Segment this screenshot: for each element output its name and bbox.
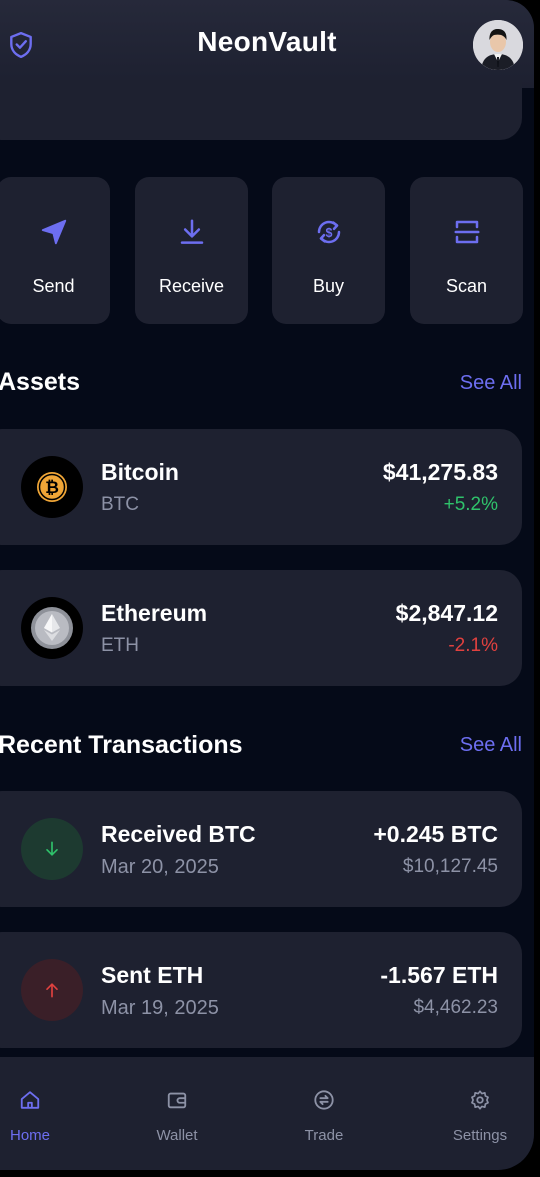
nav-item-settings[interactable]: Settings — [425, 1057, 534, 1170]
send-label: Send — [32, 276, 75, 296]
asset-value: $41,275.83 — [382, 459, 498, 485]
receive-label: Receive — [158, 276, 225, 296]
send-icon — [0, 217, 110, 249]
transaction-usd: $10,127.45 — [402, 856, 498, 877]
asset-name: Ethereum — [101, 600, 208, 626]
nav-label-settings: Settings — [452, 1127, 508, 1144]
transactions-see-all-link[interactable]: See All — [459, 734, 522, 756]
transaction-title: Sent ETH — [101, 962, 204, 988]
nav-label-trade: Trade — [304, 1127, 344, 1144]
app-title: NeonVault — [197, 26, 337, 57]
scan-button[interactable]: Scan — [410, 177, 523, 324]
nav-item-trade[interactable]: Trade — [269, 1057, 379, 1170]
buy-label: Buy — [312, 276, 345, 296]
download-icon — [135, 217, 248, 249]
asset-value: $2,847.12 — [395, 600, 498, 626]
svg-text:$: $ — [325, 226, 332, 240]
asset-change: -2.1% — [448, 635, 498, 656]
assets-heading: Assets — [0, 368, 80, 396]
user-avatar[interactable] — [473, 20, 523, 70]
nav-label-wallet: Wallet — [156, 1127, 198, 1144]
home-icon — [0, 1089, 85, 1115]
assets-see-all-link[interactable]: See All — [459, 372, 522, 394]
transaction-usd: $4,462.23 — [413, 997, 498, 1018]
ethereum-icon — [21, 597, 83, 659]
asset-symbol: BTC — [101, 494, 139, 515]
dollar-cycle-icon: $ — [272, 217, 385, 249]
arrow-up-icon — [21, 959, 83, 1021]
asset-symbol: ETH — [101, 635, 139, 656]
bottom-nav: Home Wallet Trade Settings — [0, 1057, 534, 1170]
asset-change: +5.2% — [443, 494, 498, 515]
receive-button[interactable]: Receive — [135, 177, 248, 324]
send-button[interactable]: Send — [0, 177, 110, 324]
app-header: NeonVault — [0, 0, 534, 88]
asset-name: Bitcoin — [101, 459, 179, 485]
buy-button[interactable]: $ Buy — [272, 177, 385, 324]
transactions-heading: Recent Transactions — [0, 731, 243, 759]
scan-label: Scan — [445, 276, 488, 296]
svg-text:₿: ₿ — [45, 478, 59, 497]
scan-icon — [410, 217, 523, 249]
transaction-row-received-btc[interactable]: Received BTC Mar 20, 2025 +0.245 BTC $10… — [0, 791, 522, 907]
exchange-icon — [269, 1089, 379, 1115]
transaction-row-sent-eth[interactable]: Sent ETH Mar 19, 2025 -1.567 ETH $4,462.… — [0, 932, 522, 1048]
transaction-amount: -1.567 ETH — [380, 962, 498, 988]
transaction-amount: +0.245 BTC — [373, 821, 498, 847]
gear-icon — [425, 1089, 534, 1115]
nav-item-wallet[interactable]: Wallet — [122, 1057, 232, 1170]
asset-row-ethereum[interactable]: Ethereum ETH $2,847.12 -2.1% — [0, 570, 522, 686]
nav-label-home: Home — [9, 1127, 50, 1144]
bitcoin-icon: ₿ — [21, 456, 83, 518]
balance-card — [0, 80, 522, 140]
transaction-title: Received BTC — [101, 821, 256, 847]
transaction-date: Mar 20, 2025 — [101, 856, 219, 878]
shield-check-icon[interactable] — [8, 31, 34, 59]
asset-row-bitcoin[interactable]: ₿ Bitcoin BTC $41,275.83 +5.2% — [0, 429, 522, 545]
nav-item-home[interactable]: Home — [0, 1057, 85, 1170]
arrow-down-icon — [21, 818, 83, 880]
wallet-icon — [122, 1089, 232, 1115]
transaction-date: Mar 19, 2025 — [101, 997, 219, 1019]
